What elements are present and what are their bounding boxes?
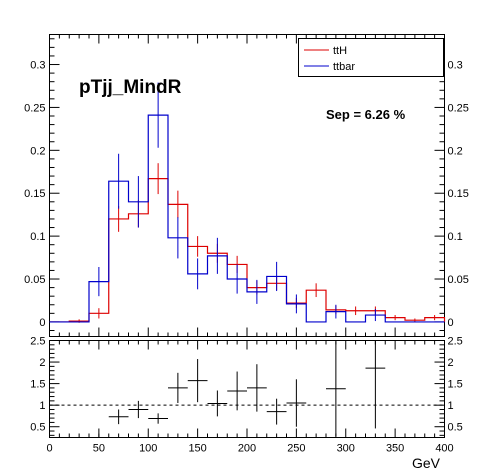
lower-x-tick-label: 100 [139, 443, 157, 455]
lower-y-tick-labels-right: 0.5 1 1.5 2 2.5 [448, 336, 463, 434]
upper-y-tick-label-right: 0.3 [448, 60, 463, 72]
lower-y-tick-labels-left: 0.5 1 1.5 2 2.5 [30, 336, 45, 434]
legend-box [298, 38, 444, 77]
lower-plot-frame [49, 340, 445, 438]
upper-y-tick-label-right: 0.05 [448, 274, 469, 286]
x-axis-label: GeV [412, 455, 441, 471]
ratio-point [108, 409, 129, 425]
lower-x-tick-label: 250 [287, 443, 305, 455]
legend-label-tth: ttH [333, 45, 347, 57]
upper-y-tick-label: 0.3 [30, 60, 45, 72]
plot-title: pTjj_MindR [79, 77, 182, 98]
upper-y-tick-label: 0.25 [24, 102, 45, 114]
ratio-point [128, 400, 149, 419]
upper-y-tick-labels-left: 0 0.05 0.1 0.15 0.2 0.25 0.3 [24, 60, 45, 329]
lower-x-tick-label: 300 [337, 443, 355, 455]
histogram-line-ttbar [49, 114, 445, 323]
upper-y-tick-label: 0.05 [24, 274, 45, 286]
ratio-point [286, 379, 307, 427]
upper-axis-ticks [49, 34, 445, 337]
upper-y-tick-label-right: 0.15 [448, 188, 469, 200]
lower-y-tick-label-right: 1.5 [448, 379, 463, 391]
upper-y-tick-label-right: 0.2 [448, 145, 463, 157]
legend-label-ttbar: ttbar [333, 61, 355, 73]
lower-x-tick-label: 50 [93, 443, 105, 455]
lower-y-tick-label: 2.5 [30, 336, 45, 348]
upper-y-tick-labels-right: 0 0.05 0.1 0.15 0.2 0.25 0.3 [448, 60, 469, 329]
lower-y-tick-label: 1.5 [30, 379, 45, 391]
separation-annotation: Sep = 6.26 % [326, 107, 406, 122]
ratio-point [187, 359, 208, 403]
ratio-point [148, 413, 168, 424]
ratio-points-group [89, 340, 386, 438]
lower-x-tick-label: 150 [188, 443, 206, 455]
lower-y-tick-label-right: 1 [448, 400, 454, 412]
lower-y-tick-label: 2 [39, 357, 45, 369]
legend: ttH ttbar [298, 38, 444, 77]
lower-y-tick-label: 1 [39, 400, 45, 412]
upper-y-tick-label: 0.15 [24, 188, 45, 200]
upper-y-tick-label-right: 0 [448, 317, 454, 329]
ratio-point [326, 341, 346, 437]
lower-x-tick-label: 350 [386, 443, 404, 455]
ratio-point [89, 433, 109, 438]
ratio-point [266, 398, 287, 425]
ratio-point [247, 364, 267, 412]
ratio-point [207, 390, 228, 417]
lower-x-tick-label: 200 [238, 443, 256, 455]
ratio-point [168, 372, 188, 404]
lower-x-tick-labels: 0 50 100 150 200 250 300 350 400 [46, 443, 453, 455]
upper-series-group [49, 82, 446, 323]
lower-y-tick-label: 0.5 [30, 422, 45, 434]
upper-y-tick-label-right: 0.25 [448, 102, 469, 114]
lower-y-tick-label-right: 0.5 [448, 422, 463, 434]
upper-y-tick-label-right: 0.1 [448, 231, 463, 243]
upper-y-tick-label: 0 [39, 317, 45, 329]
lower-axis-ticks [49, 340, 445, 438]
lower-y-tick-label-right: 2 [448, 357, 454, 369]
lower-y-tick-label-right: 2.5 [448, 336, 463, 348]
ratio-point [227, 371, 247, 411]
upper-y-tick-label: 0.2 [30, 145, 45, 157]
upper-y-tick-label: 0.1 [30, 231, 45, 243]
lower-x-tick-label: 0 [46, 443, 52, 455]
ratio-point [365, 340, 386, 429]
lower-x-tick-label: 400 [435, 443, 453, 455]
